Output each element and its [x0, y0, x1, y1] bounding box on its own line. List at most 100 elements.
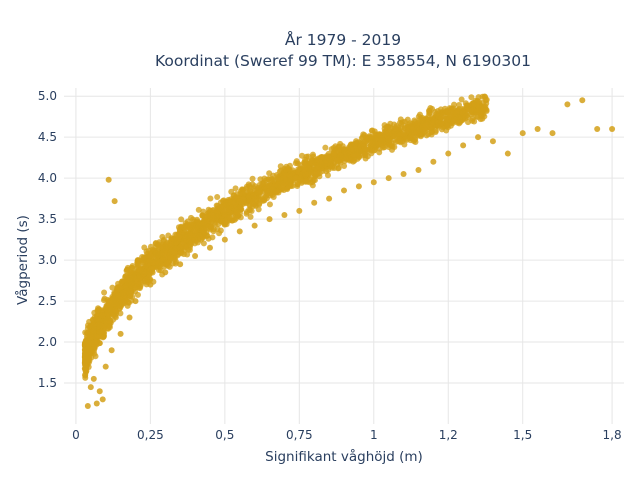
scatter-point — [462, 109, 469, 116]
scatter-point — [158, 261, 165, 268]
scatter-point — [90, 375, 97, 382]
scatter-point — [199, 212, 206, 219]
scatter-point — [306, 175, 313, 182]
scatter-point — [86, 334, 93, 341]
scatter-point — [265, 190, 272, 197]
scatter-point — [369, 127, 376, 134]
scatter-point — [456, 105, 463, 112]
x-tick-label: 1,5 — [513, 428, 532, 442]
x-tick-label: 1,8 — [603, 428, 622, 442]
scatter-point — [404, 116, 411, 123]
scatter-point — [117, 330, 124, 337]
scatter-point — [246, 198, 253, 205]
scatter-point — [266, 201, 273, 208]
scatter-point — [519, 130, 526, 137]
scatter-point — [376, 149, 383, 156]
scatter-point — [361, 151, 368, 158]
scatter-point — [316, 158, 323, 165]
scatter-point — [225, 208, 232, 215]
scatter-point — [273, 172, 280, 179]
scatter-point — [186, 238, 193, 245]
scatter-point — [427, 121, 434, 128]
scatter-point — [397, 116, 404, 123]
scatter-point — [214, 225, 221, 232]
scatter-point — [302, 158, 309, 165]
scatter-point — [95, 316, 102, 323]
scatter-point — [87, 384, 94, 391]
scatter-point — [163, 261, 170, 268]
scatter-point — [368, 133, 375, 140]
scatter-point — [330, 144, 337, 151]
scatter-point — [129, 262, 136, 269]
scatter-point — [368, 150, 375, 157]
scatter-point — [236, 198, 243, 205]
scatter-point — [159, 243, 166, 250]
scatter-point — [308, 159, 315, 166]
scatter-point — [451, 116, 458, 123]
scatter-point — [208, 224, 215, 231]
scatter-point — [124, 266, 131, 273]
scatter-point — [437, 106, 444, 113]
scatter-point — [245, 181, 252, 188]
scatter-point — [333, 157, 340, 164]
scatter-point — [380, 142, 387, 149]
scatter-point — [137, 267, 144, 274]
scatter-point — [335, 148, 342, 155]
scatter-point — [151, 259, 158, 266]
scatter-point — [162, 247, 169, 254]
scatter-point — [162, 269, 169, 276]
x-tick-label: 1,2 — [439, 428, 458, 442]
scatter-point — [326, 195, 333, 202]
scatter-point — [130, 274, 137, 281]
scatter-point — [146, 271, 153, 278]
scatter-point — [323, 168, 330, 175]
scatter-point — [83, 364, 90, 371]
x-tick-label: 1 — [370, 428, 378, 442]
scatter-point — [482, 97, 489, 104]
scatter-point — [387, 124, 394, 131]
scatter-point — [134, 291, 141, 298]
scatter-point — [172, 235, 179, 242]
scatter-point — [266, 170, 273, 177]
scatter-point — [361, 145, 368, 152]
scatter-point — [188, 214, 195, 221]
scatter-point — [96, 388, 103, 395]
y-tick-labels: 1.5 2.0 2.5 3.0 3.5 4.0 4.5 5.0 — [38, 89, 57, 390]
scatter-point — [83, 358, 90, 365]
scatter-point — [205, 206, 212, 213]
scatter-point — [281, 212, 288, 219]
scatter-point — [409, 126, 416, 133]
scatter-point — [420, 121, 427, 128]
scatter-point — [183, 243, 190, 250]
scatter-point — [353, 148, 360, 155]
scatter-point — [393, 127, 400, 134]
scatter-point — [175, 224, 182, 231]
scatter-point — [118, 297, 125, 304]
scatter-point — [254, 189, 261, 196]
scatter-point — [341, 146, 348, 153]
scatter-point — [609, 125, 616, 132]
scatter-point — [348, 157, 355, 164]
scatter-point — [209, 216, 216, 223]
scatter-point — [369, 140, 376, 147]
scatter-point — [247, 213, 254, 220]
scatter-point — [86, 350, 93, 357]
y-tick-label: 4.5 — [38, 130, 57, 144]
scatter-point — [416, 126, 423, 133]
scatter-point — [123, 287, 130, 294]
scatter-point — [123, 277, 130, 284]
scatter-point — [231, 205, 238, 212]
scatter-point — [564, 101, 571, 108]
y-tick-label: 5.0 — [38, 89, 57, 103]
scatter-point — [170, 249, 177, 256]
scatter-point — [283, 177, 290, 184]
scatter-point — [475, 134, 482, 141]
scatter-point — [468, 94, 475, 101]
scatter-point — [296, 207, 303, 214]
scatter-point — [97, 333, 104, 340]
scatter-point — [168, 241, 175, 248]
scatter-point — [331, 152, 338, 159]
scatter-point — [481, 104, 488, 111]
scatter-point — [99, 396, 106, 403]
scatter-point — [469, 117, 476, 124]
